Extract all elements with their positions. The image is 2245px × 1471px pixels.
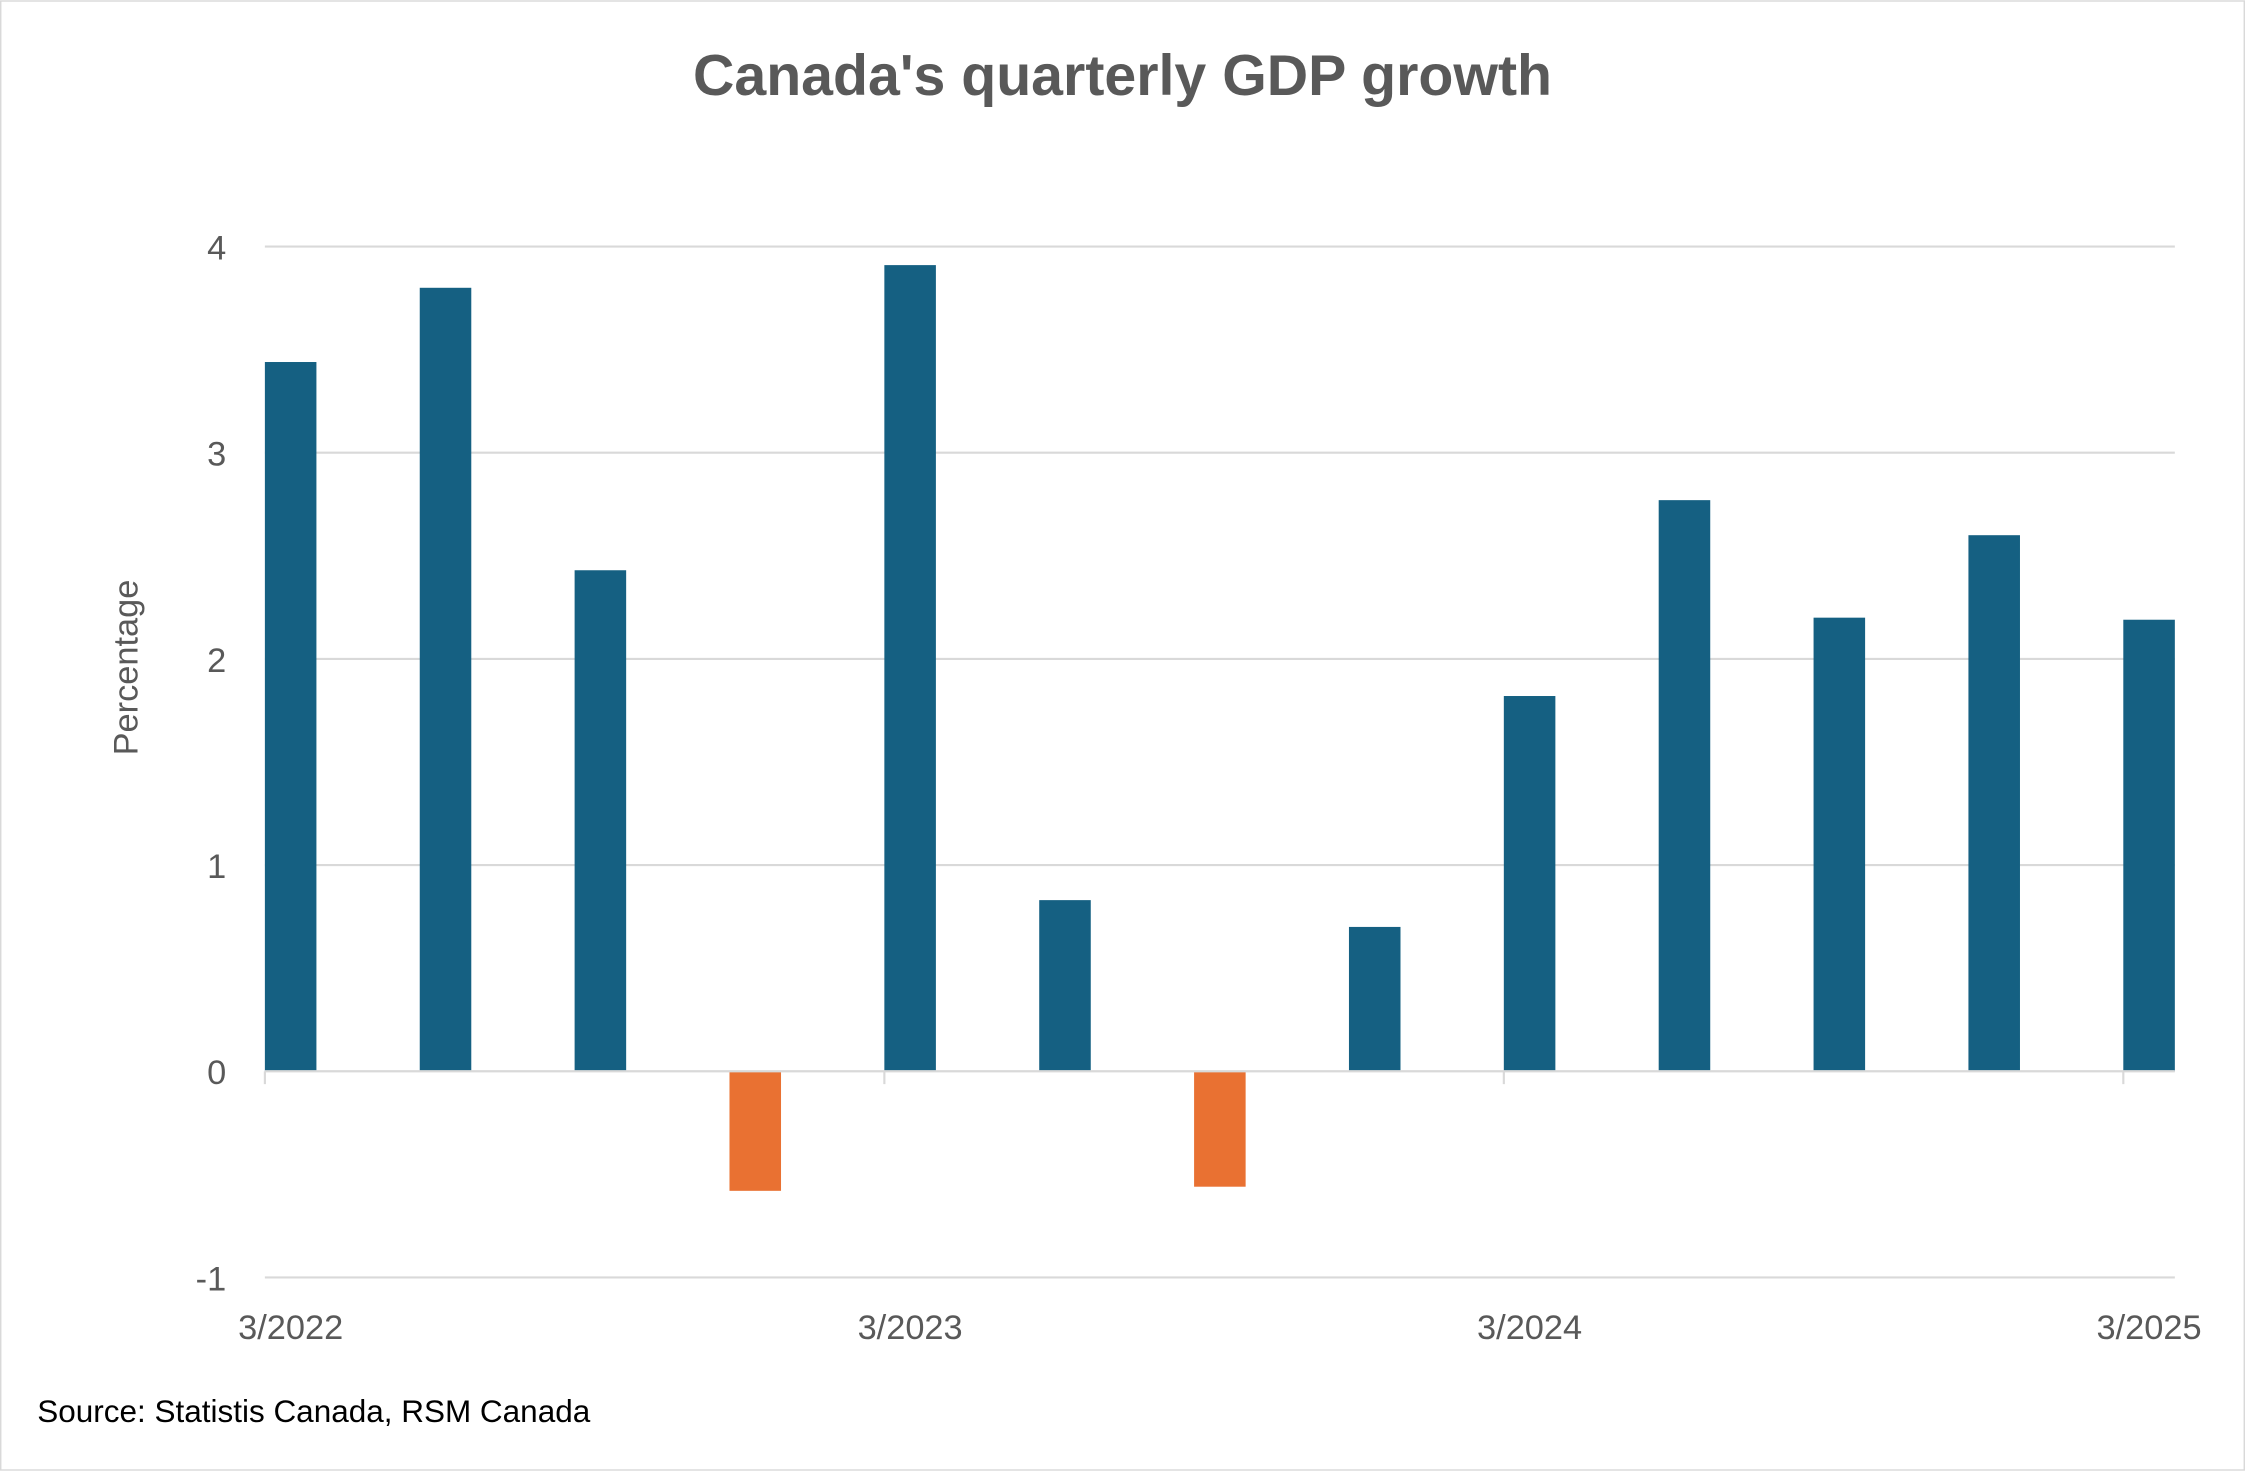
bar-12-2024 [1968, 535, 2020, 1072]
bar-9-2023 [1194, 1071, 1246, 1187]
x-tick-label: 3/2023 [858, 1309, 963, 1347]
x-tick-label: 3/2022 [238, 1309, 343, 1347]
bar-3-2023 [884, 265, 936, 1072]
source-note: Source: Statistis Canada, RSM Canada [37, 1393, 590, 1429]
bar-12-2022 [729, 1071, 782, 1191]
bar-6-2022 [419, 287, 472, 1072]
chart-title: Canada's quarterly GDP growth [693, 44, 1552, 108]
bar-12-2023 [1348, 926, 1401, 1072]
y-tick-label: 0 [207, 1054, 226, 1092]
y-tick-label: 4 [207, 229, 226, 267]
x-tick-label: 3/2024 [1477, 1309, 1582, 1347]
bar-9-2024 [1813, 617, 1866, 1072]
bar-6-2024 [1658, 500, 1711, 1072]
y-tick-label: 1 [207, 848, 226, 886]
y-axis-label: Percentage [107, 580, 145, 756]
bars [264, 265, 2175, 1191]
bar-3-2025 [2123, 619, 2175, 1072]
y-tick-label: 2 [207, 642, 226, 680]
x-axis: 3/2022 3/2023 3/2024 3/2025 [238, 1070, 2202, 1347]
bar-9-2022 [574, 570, 627, 1072]
bar-3-2024 [1503, 696, 1556, 1072]
y-tick-label: -1 [196, 1260, 227, 1298]
bar-6-2023 [1039, 900, 1091, 1072]
x-tick-label: 3/2025 [2097, 1309, 2202, 1347]
y-tick-labels: 4 3 2 1 0 -1 [196, 229, 227, 1298]
bar-3-2022 [264, 362, 317, 1072]
y-tick-label: 3 [207, 436, 226, 474]
